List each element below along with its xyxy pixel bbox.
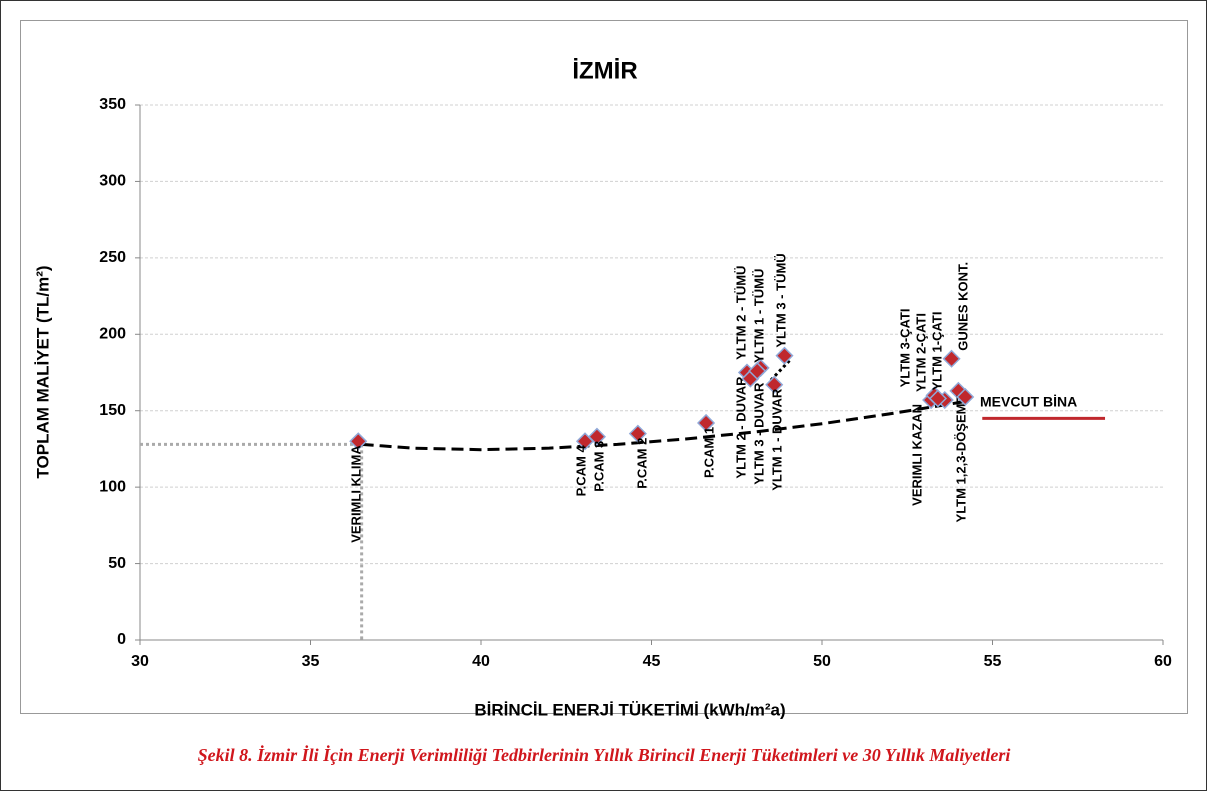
plot-frame: [20, 20, 1188, 714]
data-point: [696, 413, 716, 433]
y-tick-label: 250: [99, 249, 126, 266]
data-point: [628, 424, 647, 443]
y-tick-label: 50: [108, 555, 126, 572]
point-label: YLTM 1,2,3-DÖŞEME: [953, 395, 968, 523]
point-label: YLTM 1 - DUVAR: [769, 388, 784, 491]
y-tick-label: 0: [117, 631, 126, 648]
point-label: P.CAM 3: [591, 441, 606, 492]
point-label: YLTM 3 - TÜMÜ: [773, 253, 788, 347]
data-point: [765, 375, 784, 394]
point-label: YLTM 2 - TÜMÜ: [733, 266, 748, 360]
x-tick-label: 45: [643, 653, 661, 670]
point-label: YLTM 2 - DUVAR: [733, 376, 748, 479]
point-label: P.CAM 2: [634, 438, 649, 489]
data-point: [928, 389, 948, 408]
y-tick-label: 200: [99, 326, 126, 343]
point-label: VERIMLI KAZAN: [909, 404, 924, 506]
caption: Şekil 8. İzmir İli İçin Enerji Verimlili…: [198, 744, 1011, 765]
data-point: [956, 387, 975, 407]
x-tick-label: 40: [472, 653, 490, 670]
point-label: GUNES KONT.: [955, 262, 970, 351]
point-label: P.CAM 4: [573, 445, 588, 497]
y-tick-label: 350: [99, 96, 126, 113]
x-tick-label: 35: [302, 653, 320, 670]
point-label: YLTM 2-ÇATI: [913, 313, 928, 392]
x-tick-label: 60: [1154, 653, 1172, 670]
point-label: VERIMLI KLIMA: [348, 445, 363, 543]
data-point: [775, 346, 794, 365]
x-tick-label: 55: [984, 653, 1002, 670]
chart-title: İZMİR: [572, 57, 637, 84]
point-label: MEVCUT BİNA: [980, 394, 1077, 410]
data-point: [349, 432, 368, 451]
point-label: YLTM 3-ÇATI: [897, 308, 912, 387]
x-tick-label: 50: [813, 653, 831, 670]
data-point: [942, 349, 961, 368]
trendline: [361, 400, 966, 452]
point-label: YLTM 3 - DUVAR: [751, 382, 766, 485]
x-tick-label: 30: [131, 653, 149, 670]
trend-extension: [769, 357, 793, 382]
data-point: [587, 427, 607, 446]
point-label: YLTM 1-ÇATI: [929, 312, 944, 391]
x-axis-label: BİRİNCİL ENERJİ TÜKETİMİ (kWh/m²a): [474, 700, 785, 719]
y-tick-label: 300: [99, 173, 126, 190]
data-point: [748, 361, 767, 381]
y-tick-label: 150: [99, 402, 126, 419]
point-label: P.CAM 1: [701, 427, 716, 478]
y-tick-label: 100: [99, 478, 126, 495]
point-label: YLTM 1 - TÜMÜ: [751, 269, 766, 363]
y-axis-label: TOPLAM MALİYET (TL/m²): [33, 265, 52, 478]
